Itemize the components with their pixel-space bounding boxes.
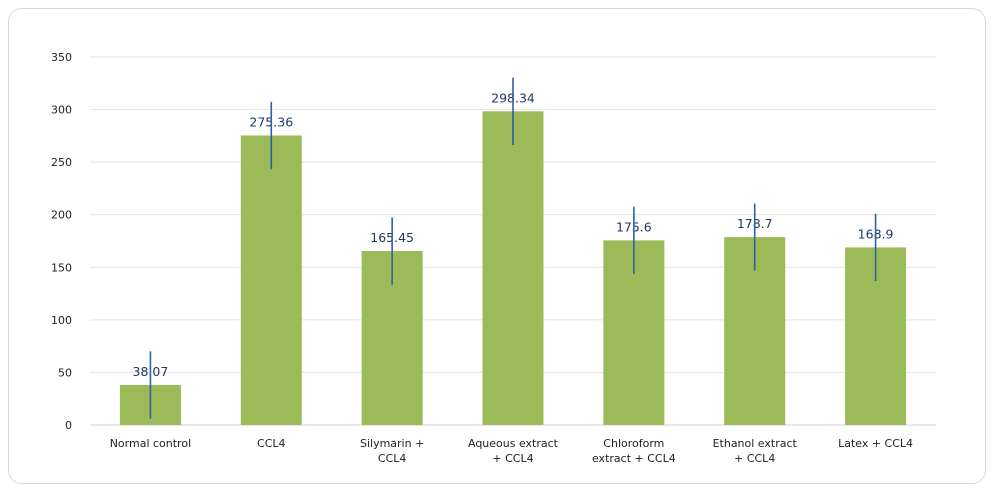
bar <box>240 135 302 425</box>
y-tick-label: 100 <box>51 314 72 327</box>
bar <box>482 111 544 425</box>
y-tick-label: 50 <box>58 366 72 379</box>
y-tick-label: 0 <box>65 419 72 432</box>
y-tick-label: 200 <box>51 209 72 222</box>
x-tick-label: Silymarin + CCL4 <box>360 437 424 465</box>
x-tick-label: Latex + CCL4 <box>838 437 913 450</box>
x-tick-label: Chloroform extract + CCL4 <box>592 437 676 465</box>
x-tick-label: Aqueous extract + CCL4 <box>468 437 559 465</box>
x-tick-label: Ethanol extract + CCL4 <box>713 437 798 465</box>
y-tick-label: 300 <box>51 104 72 117</box>
x-tick-label: CCL4 <box>257 437 286 450</box>
y-tick-label: 150 <box>51 261 72 274</box>
x-tick-label: Normal control <box>110 437 191 450</box>
y-tick-label: 250 <box>51 156 72 169</box>
y-tick-label: 350 <box>51 51 72 64</box>
